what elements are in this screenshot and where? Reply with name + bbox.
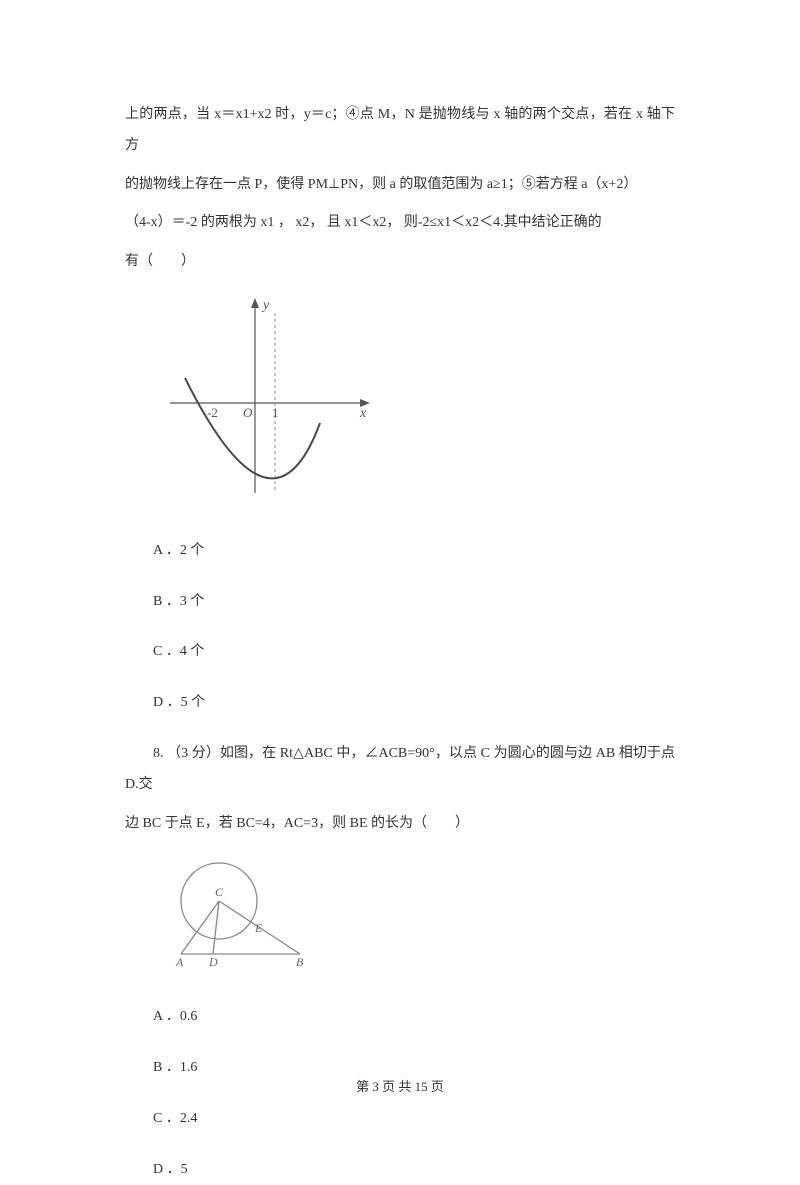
label-D: D <box>208 955 218 969</box>
page-footer: 第 3 页 共 15 页 <box>0 1073 800 1102</box>
q8-text-line1: 8. （3 分）如图，在 Rt△ABC 中，∠ACB=90°，以点 C 为圆心的… <box>125 739 675 801</box>
q8-option-a: A ．0.6 <box>153 1002 675 1033</box>
q7-text-line1: 上的两点，当 x＝x1+x2 时，y＝c；④点 M，N 是抛物线与 x 轴的两个… <box>125 100 675 162</box>
q8-option-c: C ．2.4 <box>153 1104 675 1135</box>
q8-text-line2: 边 BC 于点 E，若 BC=4，AC=3，则 BE 的长为（ ） <box>125 809 675 840</box>
label-B: B <box>296 955 304 969</box>
q7-parabola-diagram: -2 O 1 y x <box>165 293 675 516</box>
label-origin: O <box>243 405 253 420</box>
q7-text-line2: 的抛物线上存在一点 P，使得 PM⊥PN，则 a 的取值范围为 a≥1；⑤若方程… <box>125 170 675 201</box>
label-x-axis: x <box>359 406 367 421</box>
label-y-axis: y <box>261 298 270 313</box>
q8-circle-triangle-diagram: C E A D B <box>165 854 675 982</box>
q8-option-d: D ．5 <box>153 1155 675 1185</box>
q7-option-a: A ．2 个 <box>153 536 675 567</box>
label-1: 1 <box>272 405 279 420</box>
q7-option-d: D ．5 个 <box>153 688 675 719</box>
parabola-svg: -2 O 1 y x <box>165 293 375 503</box>
q7-option-b: B ．3 个 <box>153 587 675 618</box>
q7-option-c: C ．4 个 <box>153 637 675 668</box>
label-A: A <box>175 955 184 969</box>
page-content: 上的两点，当 x＝x1+x2 时，y＝c；④点 M，N 是抛物线与 x 轴的两个… <box>125 100 675 1185</box>
circle-triangle-svg: C E A D B <box>165 854 315 969</box>
label-E: E <box>254 921 263 935</box>
q7-text-line3: （4‐x）＝‐2 的两根为 x1 ， x2， 且 x1＜x2， 则‐2≤x1＜x… <box>125 208 675 239</box>
label-C: C <box>215 885 224 899</box>
q7-text-line4: 有（ ） <box>125 247 675 278</box>
label-neg2: -2 <box>207 405 218 420</box>
